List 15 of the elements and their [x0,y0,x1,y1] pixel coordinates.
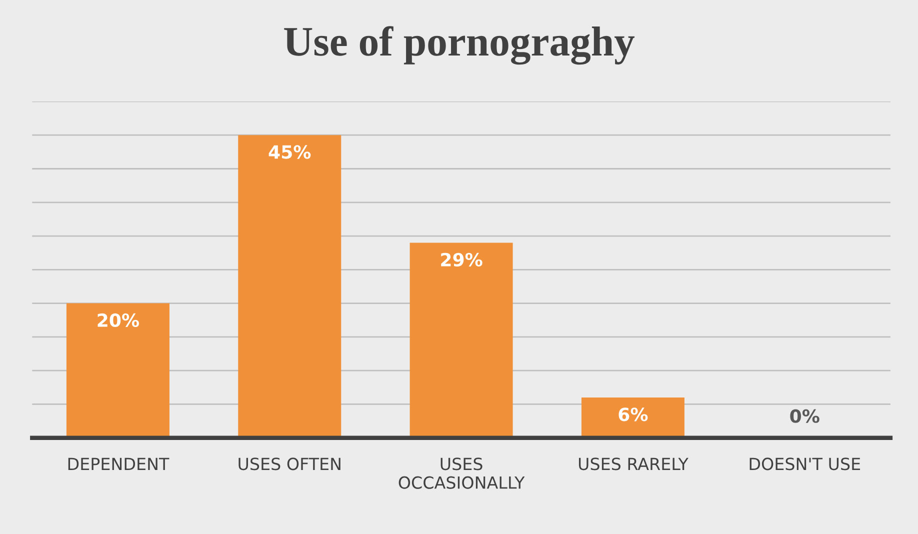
data-label: 29% [441,252,482,266]
x-tick-label: USES OFTEN [238,458,340,470]
x-tick-label: USES RARELY [578,458,688,470]
data-label: 6% [618,408,648,422]
data-label: 20% [98,313,139,328]
x-tick-label: DOESN'T USE [750,458,860,470]
bar [581,398,684,438]
bar [410,242,513,438]
chart-title: Use of pornograghy [284,26,635,65]
bar [66,303,170,438]
data-label: 0% [790,409,820,423]
data-label: 45% [268,145,311,159]
x-tick-label: USES OCCASIONALLY [398,458,525,489]
bar [238,135,342,438]
x-tick-label: DEPENDENT [68,458,170,470]
